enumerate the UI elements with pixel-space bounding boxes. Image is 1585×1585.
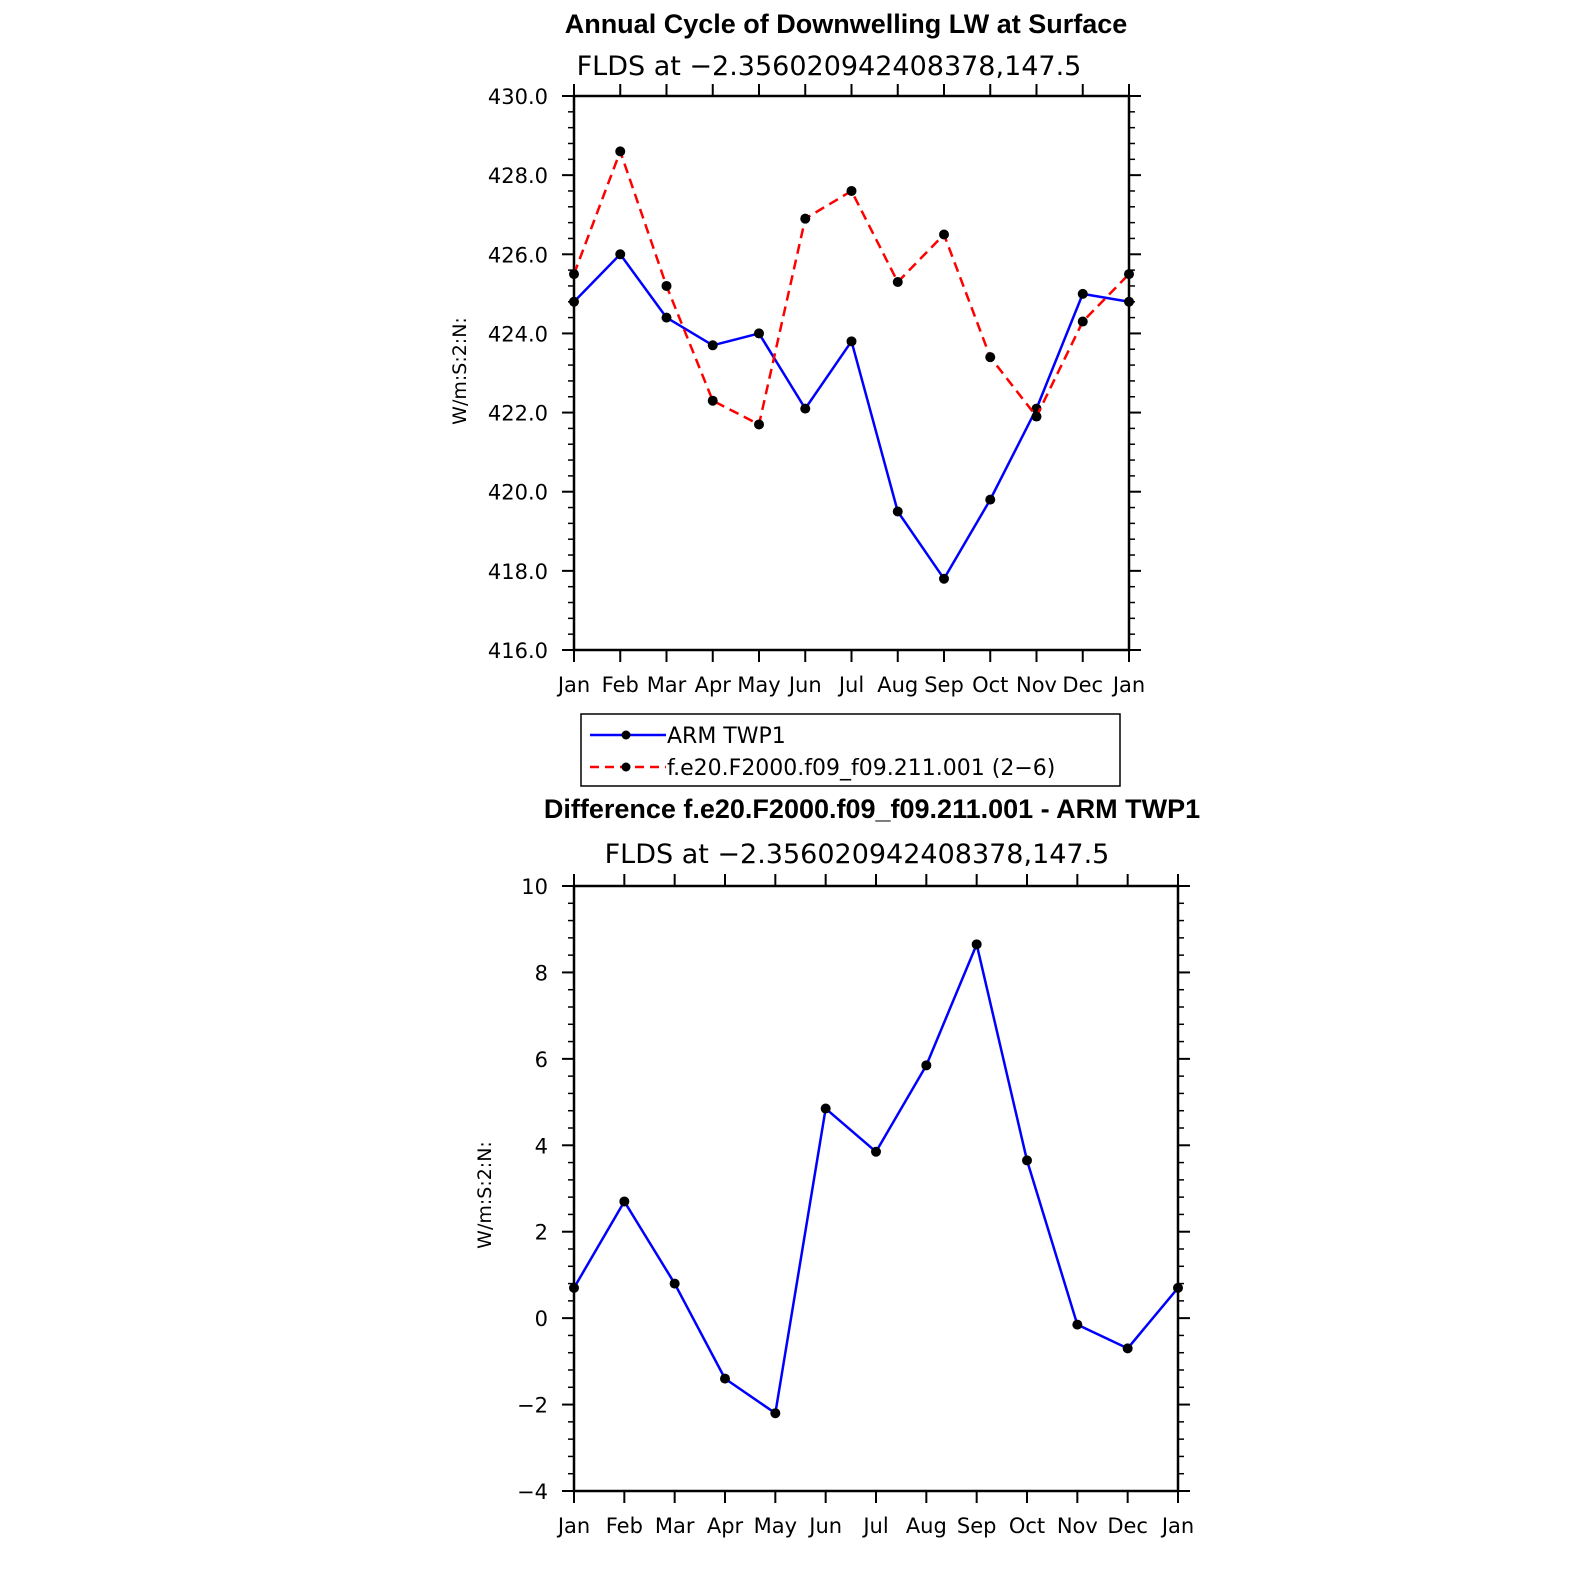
legend-label-arm: ARM TWP1	[667, 724, 786, 749]
top-series-1-point	[1077, 316, 1088, 327]
legend-frame	[580, 713, 1121, 787]
bottom-series-line-0	[572, 943, 1179, 1415]
top-xtick-label: Aug	[877, 673, 918, 697]
bottom-ytick-label: 6	[535, 1048, 548, 1072]
bottom-chart: Difference f.e20.F2000.f09_f09.211.001 -…	[474, 794, 1200, 1538]
bottom-xtick-label: May	[754, 1514, 797, 1538]
top-chart: Annual Cycle of Downwelling LW at Surfac…	[449, 9, 1145, 697]
top-series-0-point	[800, 403, 811, 414]
bottom-series-0-point	[971, 939, 982, 950]
legend-label-model: f.e20.F2000.f09_f09.211.001 (2−6)	[667, 756, 1055, 781]
bottom-xtick-label: Dec	[1107, 1514, 1148, 1538]
bottom-series-0-point	[1173, 1282, 1183, 1293]
top-xtick-label: Mar	[647, 673, 687, 697]
bottom-xtick-label: Jan	[1160, 1514, 1194, 1538]
top-xtick-label: Jun	[787, 673, 822, 697]
bottom-series-0-point	[669, 1278, 680, 1289]
top-xtick-label: Apr	[695, 673, 732, 697]
bottom-ytick-label: −4	[517, 1480, 548, 1504]
top-plot-frame	[572, 94, 1131, 652]
bottom-ytick-label: 4	[535, 1134, 548, 1158]
top-series-1-point	[939, 229, 949, 240]
top-series-1-point	[707, 395, 718, 406]
bottom-xtick-label: Jul	[861, 1514, 888, 1538]
bottom-series-0-point	[1122, 1343, 1133, 1354]
top-series-line-0	[573, 253, 1130, 581]
top-series-1-point	[615, 146, 626, 157]
top-ytick-label: 420.0	[488, 481, 548, 505]
top-series-1-point	[754, 419, 764, 430]
bottom-xtick-label: Jan	[556, 1514, 590, 1538]
bottom-chart-subtitle: FLDS at −2.356020942408378,147.5	[605, 839, 1110, 870]
bottom-xtick-label: Aug	[906, 1514, 947, 1538]
top-xtick-label: Feb	[602, 673, 639, 697]
top-ytick-label: 416.0	[488, 639, 548, 663]
bottom-plot-frame	[572, 884, 1180, 1493]
top-series-0-point	[892, 506, 903, 517]
top-series-1-point	[846, 185, 857, 196]
bottom-series-0-point	[820, 1103, 831, 1114]
top-xtick-label: May	[737, 673, 780, 697]
bottom-ytick-label: 8	[535, 961, 548, 985]
top-xtick-label: Jan	[556, 673, 590, 697]
top-ytick-label: 428.0	[488, 164, 548, 188]
bottom-series-0-point	[770, 1408, 781, 1419]
top-series-0-point	[569, 296, 579, 307]
top-series-0-point	[615, 249, 626, 260]
bottom-ytick-label: 10	[521, 875, 548, 899]
top-series-1-point	[569, 269, 579, 280]
bottom-series-0-point	[921, 1060, 932, 1071]
top-xtick-label: Jan	[1111, 673, 1145, 697]
top-series-0-point	[661, 312, 672, 323]
top-series-1-point	[661, 280, 672, 291]
top-series-0-point	[939, 573, 949, 584]
bottom-series-0-point	[871, 1146, 881, 1157]
bottom-series-0-point	[1022, 1155, 1032, 1166]
top-series-1-point	[985, 352, 996, 363]
top-series-0-point	[707, 340, 718, 351]
bottom-ytick-label: 2	[535, 1221, 548, 1245]
bottom-chart-ylabel: W/m:S:2:N:	[474, 1141, 496, 1249]
bottom-xtick-label: Mar	[655, 1514, 695, 1538]
top-series-1-point	[800, 213, 811, 224]
bottom-series-0-point	[1072, 1319, 1083, 1330]
top-xtick-label: Jul	[837, 673, 864, 697]
top-ytick-label: 418.0	[488, 560, 548, 584]
top-chart-title: Annual Cycle of Downwelling LW at Surfac…	[565, 9, 1128, 39]
bottom-series-0-point	[619, 1196, 630, 1207]
top-chart-ylabel: W/m:S:2:N:	[449, 317, 471, 425]
top-series-1-point	[892, 276, 903, 287]
bottom-chart-title: Difference f.e20.F2000.f09_f09.211.001 -…	[544, 794, 1200, 824]
top-chart-subtitle: FLDS at −2.356020942408378,147.5	[577, 51, 1082, 82]
top-xtick-label: Dec	[1062, 673, 1103, 697]
bottom-ytick-label: −2	[517, 1394, 548, 1418]
bottom-series-0-point	[720, 1373, 730, 1384]
bottom-xtick-label: Feb	[606, 1514, 643, 1538]
top-xtick-label: Oct	[972, 673, 1008, 697]
top-xtick-label: Nov	[1016, 673, 1057, 697]
top-series-1-point	[1124, 269, 1134, 280]
top-ytick-label: 424.0	[488, 322, 548, 346]
bottom-xtick-label: Sep	[957, 1514, 997, 1538]
bottom-xtick-label: Jun	[807, 1514, 842, 1538]
top-xtick-label: Sep	[924, 673, 964, 697]
top-series-0-point	[846, 336, 857, 347]
top-series-0-point	[754, 328, 764, 339]
top-ytick-label: 422.0	[488, 402, 548, 426]
bottom-ytick-label: 0	[535, 1307, 548, 1331]
legend-marker-model	[621, 762, 631, 772]
top-ytick-label: 426.0	[488, 243, 548, 267]
top-series-0-point	[1077, 288, 1088, 299]
top-series-0-point	[1124, 296, 1134, 307]
top-ytick-label: 430.0	[488, 85, 548, 109]
top-series-0-point	[985, 494, 996, 505]
legend-marker-arm	[621, 730, 631, 740]
bottom-xtick-label: Nov	[1057, 1514, 1098, 1538]
bottom-xtick-label: Apr	[707, 1514, 744, 1538]
bottom-series-0-point	[569, 1282, 579, 1293]
top-chart-legend: ARM TWP1 f.e20.F2000.f09_f09.211.001 (2−…	[580, 713, 1121, 787]
top-series-1-point	[1031, 411, 1042, 422]
bottom-xtick-label: Oct	[1009, 1514, 1045, 1538]
